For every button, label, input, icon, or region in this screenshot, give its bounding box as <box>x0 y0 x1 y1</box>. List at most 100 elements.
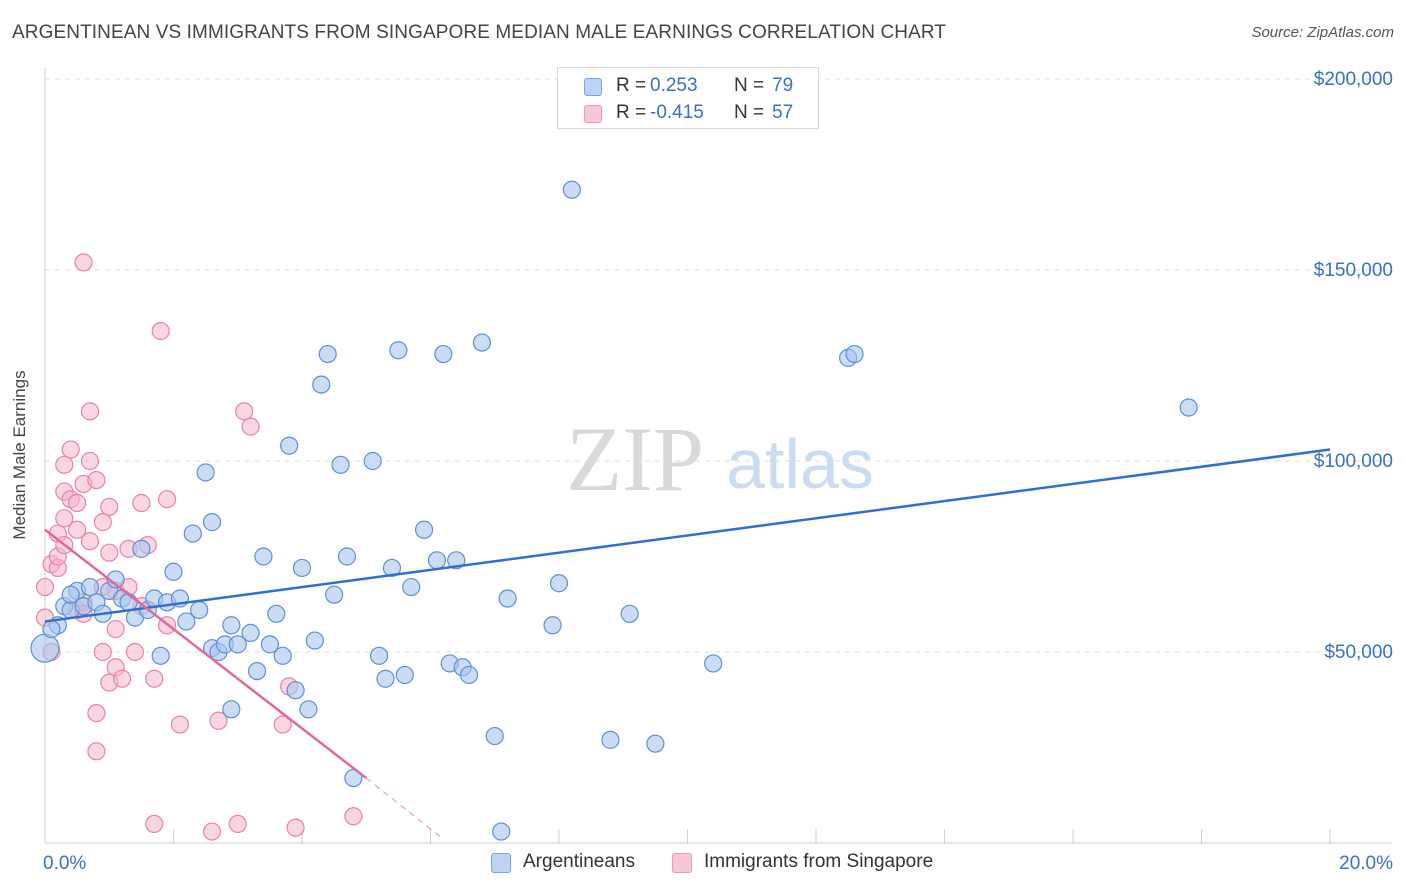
bottom-legend-swatch-pink <box>672 853 692 873</box>
argentinean-point <box>222 700 241 719</box>
argentinean-point <box>106 570 125 589</box>
singapore-point <box>68 493 87 513</box>
singapore-point <box>112 669 132 688</box>
argentinean-point <box>549 574 569 593</box>
singapore-point <box>80 451 100 471</box>
legend-r-value: -0.415 <box>650 102 704 123</box>
argentinean-point <box>273 646 292 665</box>
argentinean-point <box>183 524 202 543</box>
singapore-point <box>80 402 100 421</box>
argentinean-point <box>1179 398 1198 417</box>
argentinean-point <box>151 646 170 665</box>
y-tick-label: $150,000 <box>1314 260 1393 281</box>
singapore-point <box>93 642 112 662</box>
argentinean-point <box>305 631 324 650</box>
argentinean-point <box>601 730 620 749</box>
x-tick-label-max: 20.0% <box>1339 853 1393 874</box>
singapore-point <box>170 715 190 734</box>
singapore-point <box>93 513 112 532</box>
watermark: ZIP atlas <box>566 408 874 510</box>
singapore-point <box>151 322 170 341</box>
argentinean-point <box>704 654 723 673</box>
argentinean-point <box>241 623 260 643</box>
argentinean-point <box>30 633 60 663</box>
singapore-point <box>106 619 125 639</box>
singapore-point <box>80 532 100 551</box>
singapore-point <box>286 818 305 837</box>
legend-n-label: N = <box>734 102 765 123</box>
argentinean-point <box>286 681 305 700</box>
argentinean-point <box>543 616 562 635</box>
argentinean-point <box>370 646 389 665</box>
singapore-point <box>55 455 74 474</box>
argentinean-point <box>325 585 344 604</box>
argentinean-point <box>562 180 581 199</box>
axes <box>44 68 1392 844</box>
singapore-point <box>125 642 145 662</box>
argentinean-point <box>646 734 665 753</box>
singapore-point <box>157 490 177 509</box>
argentinean-point <box>42 619 61 639</box>
correlation-legend: R = 0.253 N = 79 R = -0.415 N = 57 <box>557 67 819 129</box>
bottom-legend-label: Immigrants from Singapore <box>704 851 934 872</box>
y-tick-label: $200,000 <box>1314 69 1393 90</box>
singapore-point <box>87 704 106 723</box>
argentinean-point <box>492 822 511 841</box>
singapore-points <box>35 253 363 841</box>
singapore-point <box>61 440 80 459</box>
argentinean-point <box>472 333 491 352</box>
bottom-legend-swatch-blue <box>491 853 511 873</box>
singapore-point <box>55 509 74 528</box>
tick-labels: $50,000 $100,000 $150,000 $200,000 0.0% 20.0% <box>43 69 1393 874</box>
argentinean-point <box>247 661 267 681</box>
singapore-point <box>35 577 55 597</box>
singapore-point <box>241 417 260 436</box>
argentinean-point <box>280 436 299 455</box>
argentinean-point <box>402 577 421 597</box>
argentinean-point <box>202 513 222 532</box>
legend-swatch-pink <box>584 105 602 123</box>
singapore-point <box>100 497 119 516</box>
argentinean-point <box>414 520 434 539</box>
argentinean-point <box>132 539 151 558</box>
argentinean-point <box>427 551 447 570</box>
singapore-trend-line <box>44 528 368 780</box>
argentinean-point <box>292 558 312 578</box>
trend-lines <box>44 448 1331 840</box>
singapore-point <box>68 520 87 539</box>
singapore-point <box>235 402 254 421</box>
argentinean-point <box>498 589 517 608</box>
grid-lines <box>45 78 1392 653</box>
argentinean-point <box>845 344 864 364</box>
argentinean-points <box>30 180 1198 841</box>
argentinean-point <box>389 341 408 360</box>
legend-r-label: R = <box>616 102 647 123</box>
argentinean-point <box>299 700 318 719</box>
argentinean-point <box>260 635 279 654</box>
argentinean-point <box>447 551 466 570</box>
y-tick-label: $100,000 <box>1314 451 1393 472</box>
singapore-point <box>273 715 292 734</box>
legend-r-label: R = <box>616 75 647 96</box>
argentinean-point <box>190 600 209 620</box>
singapore-point <box>132 493 151 513</box>
argentinean-point <box>382 558 402 578</box>
argentinean-point <box>267 604 286 623</box>
singapore-point <box>209 711 228 730</box>
argentinean-point <box>228 635 247 654</box>
argentinean-point <box>363 451 382 471</box>
argentinean-point <box>312 375 331 394</box>
argentinean-point <box>485 726 504 746</box>
singapore-point <box>344 807 363 826</box>
singapore-point <box>145 669 164 688</box>
legend-n-value: 57 <box>772 102 794 123</box>
legend-swatch-blue <box>584 78 602 96</box>
argentinean-point <box>318 344 337 364</box>
source-label: Source: ZipAtlas.com <box>1251 24 1394 41</box>
argentinean-point <box>254 547 273 566</box>
argentinean-point <box>376 669 395 688</box>
legend-r-value: 0.253 <box>650 75 698 96</box>
argentinean-point <box>459 665 479 685</box>
argentinean-point <box>434 344 453 364</box>
